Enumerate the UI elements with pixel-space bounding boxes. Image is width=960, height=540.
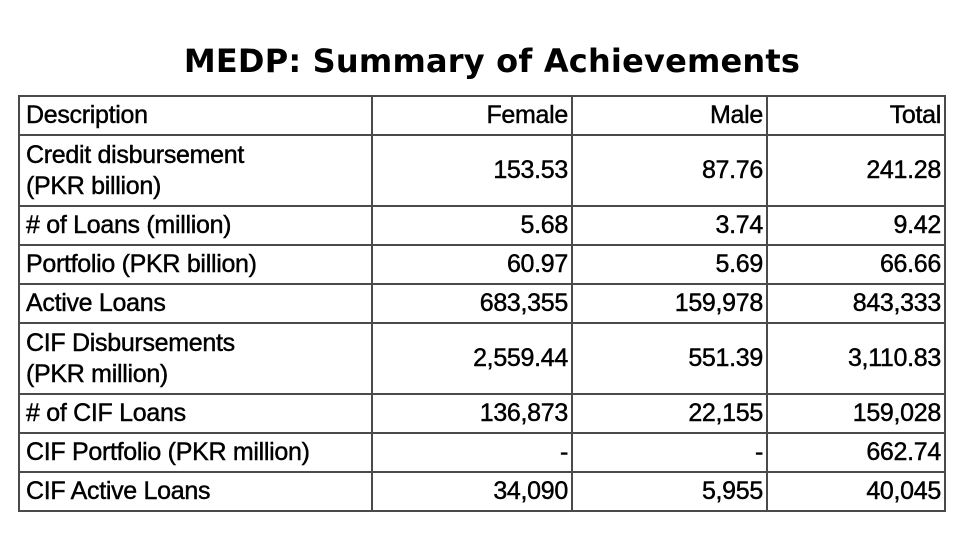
description-line: CIF Disbursements [26, 328, 236, 357]
row-description: CIF Active Loans [18, 471, 373, 512]
female-value: 136,873 [371, 393, 573, 434]
header-female: Female [371, 95, 573, 136]
description-line: (PKR billion) [26, 171, 162, 200]
table-row: # of CIF Loans 136,873 22,155 159,028 [18, 393, 946, 434]
male-value: - [571, 432, 768, 473]
male-value: 5,955 [571, 471, 768, 512]
table-row: CIF Portfolio (PKR million) - - 662.74 [18, 432, 946, 473]
female-value: 60.97 [371, 244, 573, 285]
row-description: CIF Disbursements (PKR million) [18, 322, 373, 395]
total-value: 9.42 [766, 205, 946, 246]
total-value: 40,045 [766, 471, 946, 512]
male-value: 87.76 [571, 134, 768, 207]
page-title: MEDP: Summary of Achievements [183, 42, 801, 80]
female-value: - [371, 432, 573, 473]
table-row: CIF Active Loans 34,090 5,955 40,045 [18, 471, 946, 512]
description-line: (PKR million) [26, 359, 169, 388]
total-value: 843,333 [766, 283, 946, 324]
table-row: Active Loans 683,355 159,978 843,333 [18, 283, 946, 324]
table-row: CIF Disbursements (PKR million) 2,559.44 … [18, 322, 946, 395]
male-value: 22,155 [571, 393, 768, 434]
table-row: Credit disbursement (PKR billion) 153.53 … [18, 134, 946, 207]
male-value: 5.69 [571, 244, 768, 285]
female-value: 153.53 [371, 134, 573, 207]
female-value: 34,090 [371, 471, 573, 512]
female-value: 5.68 [371, 205, 573, 246]
female-value: 2,559.44 [371, 322, 573, 395]
row-description: Portfolio (PKR billion) [18, 244, 373, 285]
total-value: 66.66 [766, 244, 946, 285]
table-header-row: Description Female Male Total [18, 95, 946, 136]
header-male: Male [571, 95, 768, 136]
description-line: Credit disbursement [26, 140, 245, 169]
row-description: Credit disbursement (PKR billion) [18, 134, 373, 207]
total-value: 3,110.83 [766, 322, 946, 395]
row-description: # of CIF Loans [18, 393, 373, 434]
row-description: # of Loans (million) [18, 205, 373, 246]
header-total: Total [766, 95, 946, 136]
table-row: # of Loans (million) 5.68 3.74 9.42 [18, 205, 946, 246]
total-value: 241.28 [766, 134, 946, 207]
row-description: Active Loans [18, 283, 373, 324]
header-description: Description [18, 95, 373, 136]
total-value: 662.74 [766, 432, 946, 473]
table-row: Portfolio (PKR billion) 60.97 5.69 66.66 [18, 244, 946, 285]
female-value: 683,355 [371, 283, 573, 324]
total-value: 159,028 [766, 393, 946, 434]
male-value: 551.39 [571, 322, 768, 395]
row-description: CIF Portfolio (PKR million) [18, 432, 373, 473]
male-value: 159,978 [571, 283, 768, 324]
male-value: 3.74 [571, 205, 768, 246]
achievements-table: Description Female Male Total Credit dis… [18, 95, 946, 512]
